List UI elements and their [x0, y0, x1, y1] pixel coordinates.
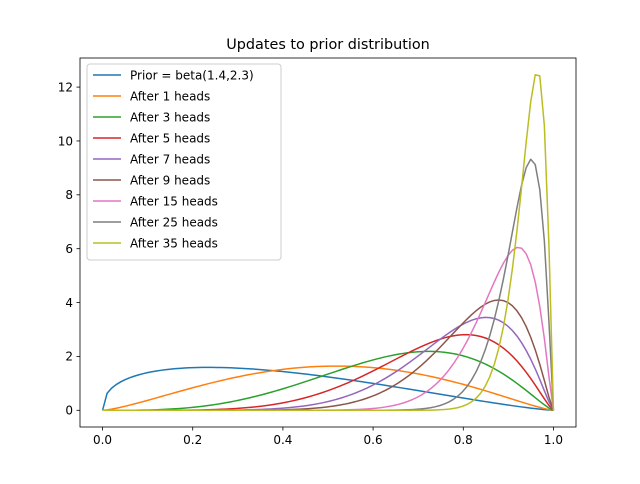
series-line-9 — [102, 74, 555, 412]
x-tick-label: 0.4 — [273, 433, 292, 447]
y-tick-label: 8 — [65, 188, 73, 202]
y-tick-label: 12 — [58, 80, 73, 94]
y-tick-label: 10 — [58, 134, 73, 148]
legend-label: After 1 heads — [130, 90, 210, 104]
y-tick-label: 4 — [65, 296, 73, 310]
x-tick-label: 1.0 — [544, 433, 563, 447]
y-tick-label: 0 — [65, 404, 73, 418]
y-tick-label: 2 — [65, 350, 73, 364]
legend-label: After 7 heads — [130, 153, 210, 167]
x-tick-label: 0.0 — [93, 433, 112, 447]
legend-frame — [86, 63, 282, 261]
legend-label: After 15 heads — [130, 195, 218, 209]
legend-label: After 9 heads — [130, 174, 210, 188]
legend-label: After 35 heads — [130, 237, 218, 251]
x-tick-label: 0.6 — [364, 433, 383, 447]
y-tick-label: 6 — [65, 242, 73, 256]
x-tick-label: 0.8 — [454, 433, 473, 447]
chart-title: Updates to prior distribution — [226, 37, 430, 53]
legend-label: After 5 heads — [130, 132, 210, 146]
legend-label: Prior = beta(1.4,2.3) — [130, 69, 254, 83]
legend: Prior = beta(1.4,2.3) After 1 heads After … — [86, 63, 282, 261]
ticks-layer: 0.0 0.2 0.4 0.6 0.8 1.0 0 2 4 6 8 10 12 — [58, 80, 563, 447]
x-tick-label: 0.2 — [183, 433, 202, 447]
curves-layer — [101, 74, 555, 412]
plot-frame — [79, 57, 577, 428]
legend-label: After 3 heads — [130, 111, 210, 125]
series-line-2 — [102, 365, 554, 412]
series-line-3 — [102, 350, 554, 412]
series-line-1 — [101, 366, 554, 412]
legend-label: After 25 heads — [130, 216, 218, 230]
